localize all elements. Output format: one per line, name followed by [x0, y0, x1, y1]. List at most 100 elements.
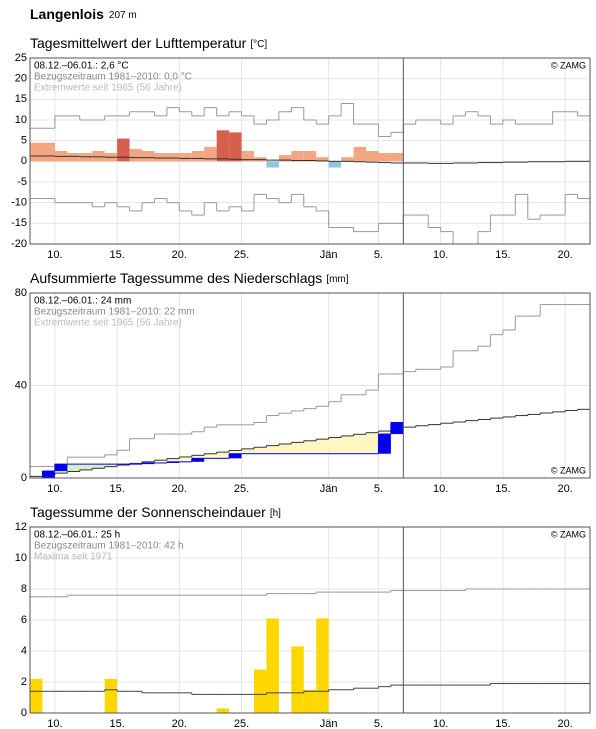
difference-area — [229, 450, 242, 454]
bar — [154, 153, 167, 162]
daily-increment — [390, 422, 404, 435]
difference-area — [204, 453, 217, 459]
bar — [266, 161, 279, 168]
y-tick-label: 0 — [21, 707, 27, 719]
annotation: Extremwerte seit 1965 (56 Jahre) — [34, 318, 182, 329]
annotation: Bezugszeitraum 1981–2010: 22 mm — [34, 307, 195, 318]
station-name: Langenlois — [30, 6, 104, 22]
x-tick-label: 5. — [374, 718, 383, 729]
chart-title-text: Tagessumme der Sonnenscheindauer — [30, 504, 266, 520]
bar — [366, 151, 379, 162]
annotation: Bezugszeitraum 1981–2010: 0,0 °C — [34, 72, 192, 83]
difference-area — [142, 461, 155, 463]
x-tick-label: 25. — [234, 483, 249, 495]
bar — [30, 142, 43, 162]
difference-area — [378, 431, 391, 435]
chart-title: Aufsummierte Tagessumme des Niederschlag… — [30, 270, 349, 286]
x-tick-label: 20. — [557, 483, 572, 495]
daily-increment — [142, 462, 155, 465]
difference-area — [241, 448, 254, 454]
bar — [353, 146, 366, 162]
bar — [241, 151, 254, 162]
page-header: Langenlois 207 m — [30, 6, 137, 22]
daily-increment — [378, 434, 391, 454]
y-tick-label: 25 — [15, 52, 27, 64]
difference-area — [92, 464, 105, 469]
y-tick-label: 0 — [21, 155, 27, 167]
daily-increment — [229, 453, 242, 459]
bar — [291, 151, 304, 162]
bar — [30, 678, 43, 713]
bar — [254, 669, 267, 713]
x-tick-label: 25. — [234, 249, 249, 261]
x-tick-label: 20. — [557, 249, 572, 261]
difference-area — [216, 452, 230, 459]
annotation: Maxima seit 1971 — [34, 552, 113, 563]
y-tick-label: -15 — [11, 217, 27, 229]
bar — [291, 646, 304, 713]
credit: © ZAMG — [551, 465, 586, 475]
difference-area — [316, 439, 329, 454]
annotation: Extremwerte seit 1965 (56 Jahre) — [34, 83, 182, 94]
difference-area — [191, 455, 205, 459]
y-tick-label: 80 — [15, 287, 27, 299]
x-tick-label: 15. — [109, 718, 124, 729]
x-tick-label: 20. — [557, 718, 572, 729]
daily-increment — [191, 458, 205, 462]
bar — [129, 148, 142, 162]
x-tick-label: 10. — [47, 249, 62, 261]
difference-area — [166, 458, 180, 462]
y-tick-label: -5 — [17, 176, 27, 188]
bar — [166, 153, 180, 162]
difference-area — [328, 437, 342, 454]
y-tick-label: 10 — [15, 552, 27, 564]
bar — [316, 618, 329, 713]
difference-area — [266, 445, 279, 454]
chart-unit: [°C] — [250, 39, 267, 50]
bar — [278, 155, 292, 162]
plot-frame — [29, 57, 591, 245]
y-tick-label: 0 — [21, 472, 27, 484]
x-tick-label: Jän — [320, 718, 338, 729]
y-tick-label: 6 — [21, 614, 27, 626]
difference-area — [366, 432, 379, 454]
x-tick-label: 15. — [495, 718, 510, 729]
credit: © ZAMG — [551, 529, 586, 539]
difference-area — [341, 435, 354, 454]
x-tick-label: 10. — [433, 249, 448, 261]
x-tick-label: 15. — [109, 249, 124, 261]
chart-title: Tagesmittelwert der Lufttemperatur [°C] — [30, 35, 267, 51]
difference-area — [254, 447, 267, 454]
x-tick-label: 15. — [109, 483, 124, 495]
y-tick-label: 20 — [15, 73, 27, 85]
difference-area — [67, 464, 80, 472]
bar — [179, 153, 192, 162]
difference-area — [30, 476, 43, 478]
credit: © ZAMG — [551, 60, 586, 70]
x-tick-label: 25. — [234, 718, 249, 729]
x-tick-label: 20. — [172, 718, 187, 729]
chart-title-text: Aufsummierte Tagessumme des Niederschlag… — [30, 270, 322, 286]
annotation: 08.12.–06.01.: 24 mm — [34, 296, 131, 307]
bar — [378, 153, 391, 162]
y-tick-label: 8 — [21, 583, 27, 595]
plot-frame — [29, 526, 591, 714]
annotation: 08.12.–06.01.: 2,6 °C — [34, 61, 129, 72]
y-tick-label: 40 — [15, 379, 27, 391]
difference-area — [353, 434, 366, 454]
bar — [266, 618, 279, 713]
difference-area — [179, 456, 192, 462]
station-elevation: 207 m — [109, 10, 137, 21]
x-tick-label: 15. — [495, 249, 510, 261]
difference-area — [291, 442, 304, 454]
x-tick-label: 15. — [495, 483, 510, 495]
bar — [142, 151, 155, 162]
bar — [104, 678, 118, 713]
bar — [316, 157, 329, 162]
daily-increment — [54, 464, 68, 472]
annotation: 08.12.–06.01.: 25 h — [34, 530, 120, 541]
daily-increment — [42, 471, 55, 478]
bar — [216, 130, 230, 162]
annotation: Bezugszeitraum 1981–2010: 42 h — [34, 541, 184, 552]
difference-area — [79, 464, 93, 470]
